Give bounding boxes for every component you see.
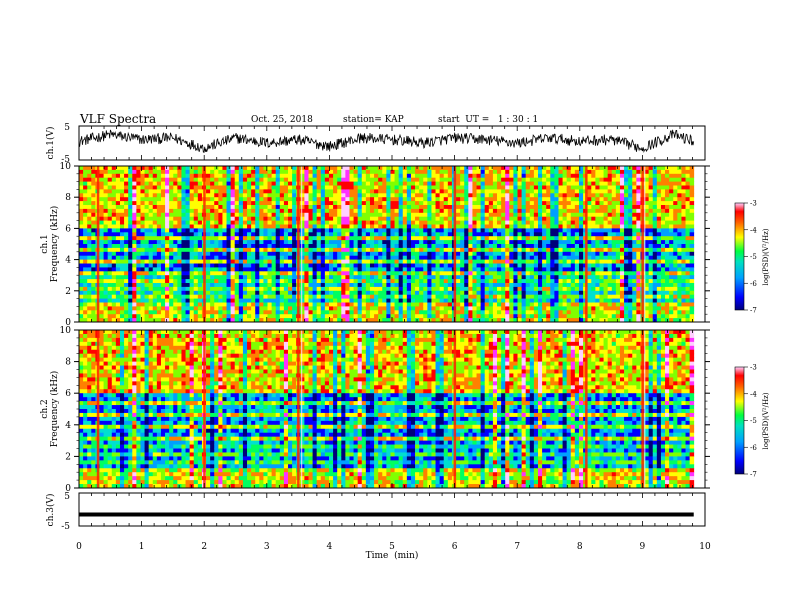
colorbar-1: -3 -4 -5 -6 -7 log(PSD)(V²/Hz) — [734, 200, 770, 315]
ch3-waveform-ytick-bottom: -5 — [61, 522, 70, 532]
x-tick-label: 1 — [139, 542, 145, 552]
ch3-waveform-ytick-top: 5 — [64, 492, 70, 502]
y-tick-label: 2 — [65, 452, 71, 462]
ch3-waveform-panel: 5 -5 ch.3(V) — [45, 492, 706, 532]
ch2-spectrogram-image — [79, 330, 695, 489]
x-tick-labels: 0 1 2 3 4 5 6 7 8 9 10 — [76, 542, 711, 552]
colorbar-1-ticks: -3 -4 -5 -6 -7 — [744, 200, 757, 315]
ch1-waveform-ylabel: ch.1(V) — [45, 127, 56, 160]
ch1-spectrogram-ticks: 0 2 4 6 8 10 — [60, 162, 710, 328]
x-tick-label: 5 — [389, 542, 395, 552]
y-tick-label: 10 — [60, 326, 72, 336]
x-tick-label: 7 — [514, 542, 520, 552]
y-tick-label: 0 — [65, 484, 71, 494]
x-tick-label: 10 — [699, 542, 711, 552]
x-tick-label: 0 — [76, 542, 82, 552]
y-tick-label: 6 — [65, 389, 71, 399]
colorbar-1-label: log(PSD)(V²/Hz) — [762, 228, 770, 285]
x-tick-label: 2 — [201, 542, 207, 552]
y-tick-label: 10 — [60, 162, 72, 172]
station-label: station= KAP — [343, 115, 404, 125]
x-tick-label: 4 — [327, 542, 333, 552]
x-tick-label: 8 — [577, 542, 583, 552]
ch1-waveform-ytick-top: 5 — [64, 123, 70, 133]
y-tick-label: 0 — [65, 318, 71, 328]
colorbar-tick-label: -5 — [750, 253, 757, 261]
x-tick-label: 3 — [264, 542, 270, 552]
date-label: Oct. 25, 2018 — [251, 115, 313, 125]
ch2-ylabel-ch: ch.2 — [40, 399, 50, 418]
ch1-trace — [78, 129, 695, 154]
colorbar-2: -3 -4 -5 -6 -7 log(PSD)(V²/Hz) — [734, 364, 770, 479]
x-axis-label: Time (min) — [366, 550, 419, 561]
ch2-ylabel-freq: Frequency (kHz) — [49, 371, 60, 448]
ch1-ylabel-freq: Frequency (kHz) — [49, 206, 60, 283]
colorbar-tick-label: -6 — [750, 280, 757, 288]
ch1-spectrogram-panel: 0 2 4 6 8 10 ch.1 Frequency (kHz) — [40, 162, 710, 328]
ch2-spectrogram-ticks: 0 2 4 6 8 10 — [60, 326, 710, 494]
y-tick-label: 6 — [65, 224, 71, 234]
start-ut-label: start UT = 1 : 30 : 1 — [438, 115, 538, 125]
y-tick-label: 4 — [65, 256, 71, 266]
colorbar-tick-label: -6 — [750, 444, 757, 452]
ch1-spectrogram-image — [79, 166, 695, 323]
colorbar-tick-label: -4 — [750, 390, 757, 398]
ch3-waveform-ticks — [78, 493, 706, 526]
ch1-ylabel-ch: ch.1 — [40, 234, 50, 253]
y-tick-label: 8 — [65, 193, 71, 203]
figure-title: VLF Spectra — [79, 112, 156, 126]
colorbar-tick-label: -7 — [750, 471, 757, 479]
colorbar-tick-label: -3 — [750, 200, 757, 208]
ch1-waveform-ticks — [78, 126, 706, 160]
colorbar-2-label: log(PSD)(V²/Hz) — [762, 392, 770, 449]
colorbar-tick-label: -3 — [750, 364, 757, 372]
colorbar-tick-label: -7 — [750, 307, 757, 315]
x-tick-label: 6 — [452, 542, 458, 552]
ch3-waveform-ylabel: ch.3(V) — [45, 494, 56, 527]
y-tick-label: 2 — [65, 287, 71, 297]
ch2-spectrogram-panel: 0 2 4 6 8 10 ch.2 Frequency (kHz) — [40, 326, 710, 494]
colorbar-tick-label: -4 — [750, 226, 757, 234]
ch1-waveform-panel: 5 -5 ch.1(V) — [45, 123, 706, 165]
y-tick-label: 8 — [65, 358, 71, 368]
y-tick-label: 4 — [65, 421, 71, 431]
ch1-waveform-ytick-bottom: -5 — [61, 155, 70, 165]
colorbar-2-ticks: -3 -4 -5 -6 -7 — [744, 364, 757, 479]
colorbar-tick-label: -5 — [750, 417, 757, 425]
x-tick-label: 9 — [640, 542, 646, 552]
